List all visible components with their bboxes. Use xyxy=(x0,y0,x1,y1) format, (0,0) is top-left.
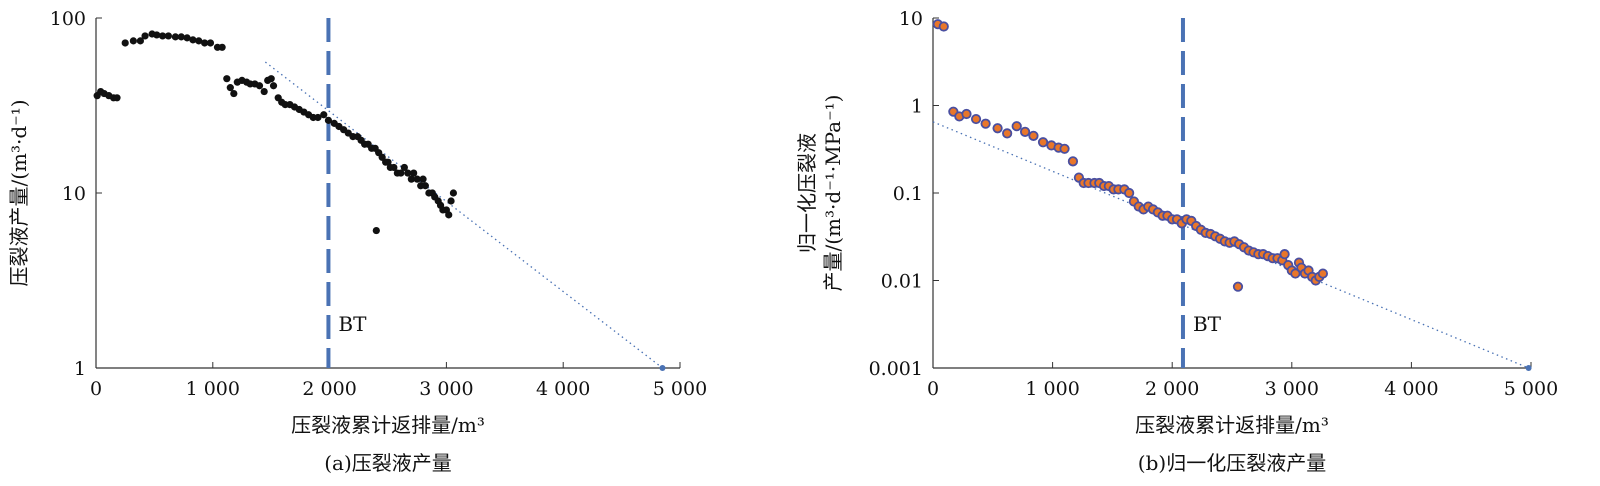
trend-line xyxy=(264,61,663,369)
data-point xyxy=(1279,249,1290,260)
y-tick-label: 0.01 xyxy=(881,271,923,293)
chart-b: 0 1 000 2 000 3 000 4 000 5 000 0.001 0.01 0.1 1 1… xyxy=(795,8,1558,475)
y-tick-label: 100 xyxy=(50,8,86,30)
data-point xyxy=(970,113,982,125)
data-point xyxy=(201,39,209,47)
y-tick-label: 0.1 xyxy=(893,183,923,205)
data-point xyxy=(269,82,278,90)
data-point xyxy=(129,37,137,45)
data-point xyxy=(449,189,458,197)
data-point xyxy=(136,37,144,45)
y-axis-label: 压裂液产量/(m³·d⁻¹) xyxy=(7,99,31,286)
data-point xyxy=(1019,126,1031,137)
data-point xyxy=(1059,143,1070,154)
y-tick-label: 10 xyxy=(62,183,86,205)
data-point xyxy=(218,43,226,51)
y-tick-label: 0.001 xyxy=(869,358,923,380)
x-tick-label: 5 000 xyxy=(1504,378,1558,400)
y-tick-label: 1 xyxy=(74,358,86,380)
x-tick-label: 0 xyxy=(927,378,939,400)
data-point xyxy=(255,82,264,90)
y-axis-label-line2: 产量/(m³·d⁻¹·MPa⁻¹) xyxy=(821,95,845,292)
data-point xyxy=(980,118,991,129)
data-point xyxy=(407,175,415,183)
data-point xyxy=(320,111,328,119)
x-tick-label: 1 000 xyxy=(1025,378,1079,400)
data-point xyxy=(1317,268,1328,279)
data-point xyxy=(164,32,173,40)
y-tick-label: 1 xyxy=(911,96,923,118)
data-point xyxy=(183,34,191,42)
data-point xyxy=(397,169,405,177)
data-point xyxy=(413,175,421,183)
data-point xyxy=(390,163,398,172)
data-point xyxy=(1028,130,1039,141)
data-point xyxy=(113,94,121,102)
data-point xyxy=(1290,268,1301,279)
x-tick-label: 0 xyxy=(90,378,102,400)
data-point xyxy=(1037,137,1049,148)
x-tick-label: 4 000 xyxy=(1384,378,1438,400)
data-point xyxy=(206,39,215,47)
data-point xyxy=(226,84,234,92)
data-point xyxy=(445,211,453,219)
y-axis-label-line1: 归一化压裂液 xyxy=(795,133,819,253)
x-axis-label: 压裂液累计返排量/m³ xyxy=(1135,413,1329,437)
data-point xyxy=(1124,187,1135,199)
data-point xyxy=(447,197,455,205)
data-point xyxy=(324,116,333,124)
data-point xyxy=(260,87,268,96)
data-point xyxy=(1067,156,1079,167)
chart-caption: (b)归一化压裂液产量 xyxy=(1138,451,1326,475)
breakthrough-label: BT xyxy=(1193,312,1222,336)
data-point xyxy=(1232,281,1244,292)
data-point xyxy=(189,36,197,44)
x-axis-label: 压裂液累计返排量/m³ xyxy=(291,413,485,437)
data-point xyxy=(938,21,949,32)
x-tick-label: 2 000 xyxy=(302,378,356,400)
data-point xyxy=(372,226,380,235)
x-tick-label: 5 000 xyxy=(653,378,707,400)
data-point xyxy=(121,39,129,47)
data-point xyxy=(223,75,231,83)
data-point xyxy=(267,75,275,83)
trend-end-marker xyxy=(659,365,666,371)
x-tick-label: 3 000 xyxy=(1265,378,1319,400)
data-point xyxy=(961,108,972,120)
chart-a: 0 1 000 2 000 3 000 4 000 5 000 1 10 100 BT 压裂液累计返… xyxy=(7,8,707,475)
data-point xyxy=(141,32,149,40)
data-point xyxy=(1011,121,1022,132)
data-point xyxy=(1002,128,1013,139)
chart-caption: (a)压裂液产量 xyxy=(324,451,452,475)
x-tick-label: 2 000 xyxy=(1145,378,1199,400)
data-point xyxy=(177,33,185,41)
trend-end-marker xyxy=(1525,365,1532,371)
x-tick-label: 1 000 xyxy=(186,378,240,400)
breakthrough-label: BT xyxy=(338,312,367,336)
data-point xyxy=(410,169,418,177)
data-point xyxy=(171,33,180,41)
data-point xyxy=(404,169,412,177)
data-point xyxy=(419,175,427,183)
x-tick-label: 3 000 xyxy=(419,378,473,400)
y-tick-label: 10 xyxy=(899,8,923,30)
data-point xyxy=(158,32,167,40)
data-point xyxy=(153,31,161,39)
data-point xyxy=(992,123,1003,134)
data-point xyxy=(230,89,238,98)
data-point xyxy=(400,163,408,172)
data-point xyxy=(421,182,429,190)
data-point xyxy=(314,113,322,122)
data-point xyxy=(195,37,203,45)
x-tick-label: 4 000 xyxy=(536,378,590,400)
